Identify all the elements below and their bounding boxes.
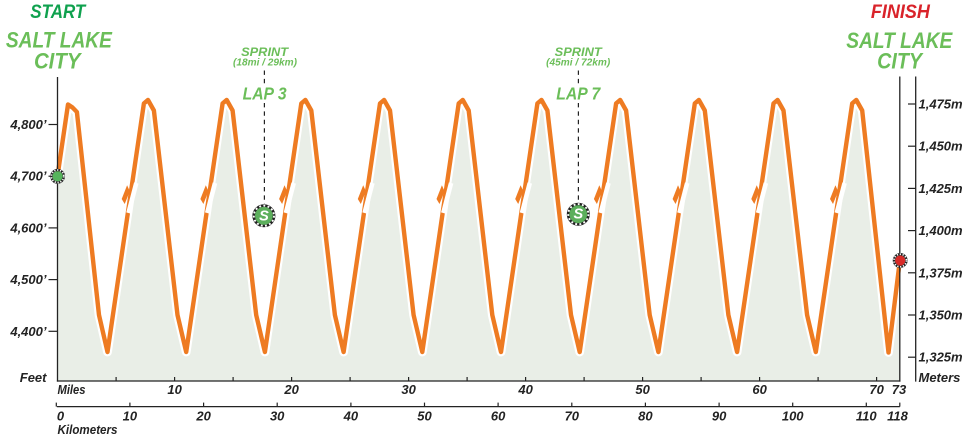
svg-text:40: 40 — [517, 382, 533, 397]
svg-text:50: 50 — [417, 408, 432, 423]
svg-text:10: 10 — [167, 382, 182, 397]
svg-text:Meters: Meters — [919, 370, 961, 385]
svg-text:START: START — [30, 2, 86, 23]
svg-text:60: 60 — [752, 382, 767, 397]
svg-text:73: 73 — [892, 382, 907, 397]
svg-text:110: 110 — [856, 408, 877, 423]
svg-text:70: 70 — [565, 408, 580, 423]
svg-text:CITY: CITY — [34, 48, 83, 73]
svg-text:100: 100 — [782, 408, 804, 423]
svg-text:S: S — [259, 208, 269, 224]
svg-text:1,425m: 1,425m — [919, 181, 964, 196]
svg-text:1,325m: 1,325m — [919, 350, 964, 365]
svg-text:40: 40 — [343, 408, 359, 423]
svg-text:Kilometers: Kilometers — [58, 422, 118, 437]
svg-text:LAP 3: LAP 3 — [243, 84, 287, 104]
svg-text:118: 118 — [887, 408, 908, 423]
svg-text:1,350m: 1,350m — [919, 308, 964, 323]
svg-text:10: 10 — [123, 408, 138, 423]
svg-text:S: S — [573, 207, 583, 223]
svg-text:80: 80 — [638, 408, 653, 423]
svg-text:70: 70 — [869, 382, 884, 397]
svg-text:(18mi / 29km): (18mi / 29km) — [233, 58, 298, 69]
svg-text:(45mi / 72km): (45mi / 72km) — [546, 58, 611, 69]
svg-text:SALT LAKE: SALT LAKE — [846, 28, 953, 53]
svg-text:FINISH: FINISH — [871, 2, 931, 23]
svg-text:4,600’: 4,600’ — [9, 220, 47, 235]
svg-text:4,500’: 4,500’ — [9, 272, 47, 287]
svg-text:20: 20 — [283, 382, 299, 397]
svg-text:60: 60 — [491, 408, 506, 423]
svg-text:30: 30 — [401, 382, 416, 397]
svg-text:4,700’: 4,700’ — [9, 169, 47, 184]
svg-text:30: 30 — [270, 408, 285, 423]
svg-text:CITY: CITY — [877, 48, 924, 73]
svg-text:1,475m: 1,475m — [919, 97, 964, 112]
svg-text:20: 20 — [195, 408, 211, 423]
svg-text:Feet: Feet — [20, 370, 47, 385]
svg-text:1,375m: 1,375m — [919, 265, 964, 280]
svg-text:50: 50 — [635, 382, 650, 397]
svg-text:Miles: Miles — [58, 382, 86, 397]
svg-text:LAP 7: LAP 7 — [556, 84, 601, 104]
svg-text:SPRINT: SPRINT — [241, 45, 290, 59]
svg-text:0: 0 — [57, 408, 65, 423]
svg-text:4,800’: 4,800’ — [9, 117, 47, 132]
svg-text:4,400’: 4,400’ — [9, 324, 47, 339]
svg-text:90: 90 — [712, 408, 727, 423]
svg-text:1,450m: 1,450m — [919, 139, 964, 154]
svg-text:1,400m: 1,400m — [919, 223, 964, 238]
svg-text:SALT LAKE: SALT LAKE — [6, 28, 113, 53]
svg-text:SPRINT: SPRINT — [555, 45, 604, 59]
